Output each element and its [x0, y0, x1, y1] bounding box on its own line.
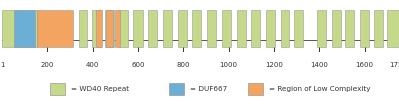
- Text: = DUF667: = DUF667: [190, 86, 227, 92]
- Bar: [360, 10, 369, 47]
- Bar: [192, 10, 201, 47]
- Bar: [222, 10, 231, 47]
- Bar: [387, 10, 399, 47]
- Text: 1: 1: [0, 62, 4, 68]
- Bar: [119, 10, 128, 47]
- Text: = Region of Low Complexity: = Region of Low Complexity: [269, 86, 370, 92]
- Text: 200: 200: [41, 62, 54, 68]
- Bar: [163, 10, 172, 47]
- Bar: [248, 83, 263, 95]
- Bar: [251, 10, 261, 47]
- Bar: [294, 10, 303, 47]
- Bar: [49, 83, 65, 95]
- Text: 1600: 1600: [356, 62, 373, 68]
- Text: 1400: 1400: [310, 62, 328, 68]
- Bar: [115, 10, 120, 47]
- Bar: [317, 10, 326, 47]
- Bar: [178, 10, 187, 47]
- Bar: [105, 10, 114, 47]
- Text: 1750: 1750: [390, 62, 399, 68]
- Bar: [266, 10, 275, 47]
- Bar: [374, 10, 383, 47]
- Text: 400: 400: [86, 62, 99, 68]
- Text: 800: 800: [176, 62, 190, 68]
- Bar: [168, 83, 184, 95]
- Text: 1000: 1000: [219, 62, 238, 68]
- Bar: [281, 10, 289, 47]
- Bar: [79, 10, 87, 47]
- Bar: [37, 10, 73, 47]
- Bar: [133, 10, 142, 47]
- Bar: [148, 10, 157, 47]
- Text: 1200: 1200: [265, 62, 283, 68]
- Bar: [332, 10, 341, 47]
- Bar: [207, 10, 216, 47]
- Bar: [91, 10, 101, 47]
- Bar: [14, 10, 35, 47]
- Text: 600: 600: [131, 62, 145, 68]
- Bar: [237, 10, 246, 47]
- Bar: [106, 10, 113, 47]
- Bar: [2, 10, 37, 47]
- Bar: [96, 10, 102, 47]
- Bar: [346, 10, 354, 47]
- Text: = WD40 Repeat: = WD40 Repeat: [71, 86, 129, 92]
